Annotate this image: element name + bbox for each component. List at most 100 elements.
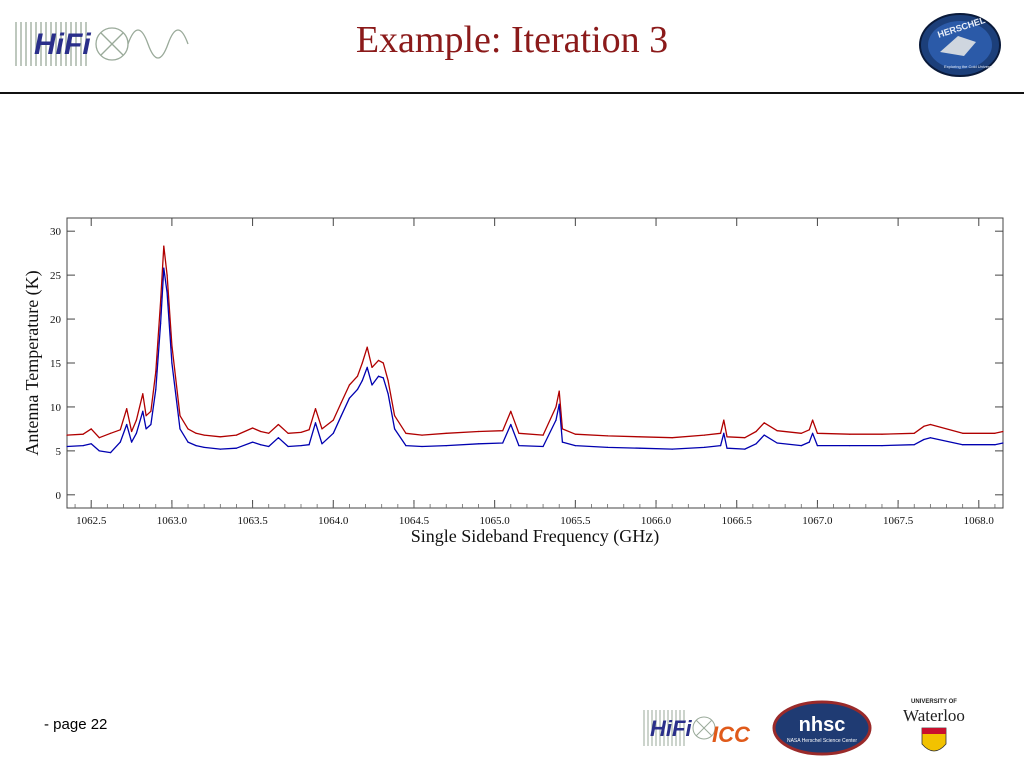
data-point — [929, 437, 932, 439]
data-point — [542, 434, 544, 436]
x-axis-label: Single Sideband Frequency (GHz) — [411, 526, 659, 547]
data-point — [203, 434, 205, 436]
data-point — [308, 444, 310, 446]
hifi-logo-text: HiFi — [34, 28, 91, 61]
data-point — [913, 444, 915, 446]
x-tick-label: 1064.0 — [318, 515, 349, 527]
x-tick-label: 1066.5 — [722, 515, 753, 527]
data-point — [555, 419, 557, 421]
data-point — [723, 432, 725, 434]
data-point — [394, 428, 396, 430]
data-point — [145, 415, 147, 417]
data-point — [98, 450, 100, 452]
data-point — [82, 433, 84, 435]
x-tick-label: 1068.0 — [964, 515, 995, 527]
data-point — [377, 375, 380, 377]
data-point — [166, 292, 168, 294]
data-point — [252, 427, 254, 429]
data-point — [366, 366, 368, 368]
series-line-red — [66, 245, 1004, 439]
data-point — [808, 429, 810, 431]
data-point — [268, 432, 270, 434]
data-point — [287, 432, 289, 434]
data-point — [160, 300, 162, 303]
data-point — [881, 433, 883, 435]
data-point — [260, 430, 262, 433]
data-point — [382, 377, 384, 379]
data-point — [332, 432, 334, 434]
data-point — [421, 445, 423, 448]
data-point — [150, 410, 152, 412]
data-point — [361, 380, 363, 382]
data-point — [812, 419, 814, 421]
data-point — [66, 434, 68, 436]
data-point — [195, 432, 197, 434]
data-point — [849, 445, 851, 447]
data-point — [726, 436, 728, 438]
data-point — [923, 438, 925, 441]
series-layer — [66, 245, 1004, 454]
data-point — [314, 408, 317, 410]
data-point — [558, 390, 560, 392]
data-point — [371, 384, 373, 386]
data-point — [703, 434, 706, 436]
data-point — [135, 432, 137, 434]
data-point — [187, 428, 189, 430]
data-point — [119, 441, 121, 443]
data-point — [1002, 442, 1004, 444]
herschel-badge-logo: HERSCHEL Exploring the Cold Universe — [919, 13, 1001, 77]
data-point — [314, 422, 317, 424]
data-point — [923, 425, 925, 427]
data-point — [340, 401, 342, 404]
data-point — [366, 346, 368, 348]
data-point — [542, 445, 544, 448]
data-point — [800, 432, 802, 434]
waterloo-logo: UNIVERSITY OF Waterloo — [903, 699, 965, 752]
data-point — [82, 445, 84, 447]
data-point — [394, 415, 396, 417]
y-tick-label: 0 — [56, 490, 62, 502]
data-point — [163, 267, 165, 269]
data-point — [561, 428, 564, 430]
data-point — [755, 443, 757, 445]
data-point — [477, 430, 480, 433]
data-point — [300, 445, 302, 447]
y-axis-label: Antenna Temperature (K) — [22, 270, 43, 455]
data-point — [160, 322, 162, 325]
data-point — [66, 445, 68, 448]
data-point — [574, 445, 576, 447]
data-point — [510, 410, 512, 412]
data-point — [776, 442, 778, 444]
x-axis-ticks: 1062.5 1063.0 1063.5 1064.0 1064.5 1065.0 1065… — [74, 218, 996, 527]
slide-title: Example: Iteration 3 — [355, 19, 669, 61]
data-point — [671, 448, 673, 450]
data-point — [203, 446, 205, 448]
y-axis-ticks: 0 5 10 15 20 25 30 — [50, 226, 1003, 502]
svg-text:NASA Herschel Science Center: NASA Herschel Science Center — [787, 738, 857, 744]
data-point — [816, 432, 819, 434]
data-point — [155, 388, 157, 390]
data-point — [994, 432, 996, 434]
data-point — [477, 443, 480, 445]
data-point — [235, 434, 237, 436]
data-point — [187, 441, 189, 443]
data-point — [287, 445, 289, 448]
svg-text:UNIVERSITY OF: UNIVERSITY OF — [911, 699, 957, 705]
x-tick-label: 1065.5 — [560, 515, 591, 527]
svg-text:Exploring the Cold Universe: Exploring the Cold Universe — [944, 64, 994, 69]
data-point — [518, 445, 520, 447]
data-point — [510, 423, 512, 426]
data-point — [179, 428, 181, 430]
data-point — [962, 432, 964, 434]
series-line-blue — [66, 267, 1004, 454]
data-point — [445, 445, 447, 447]
x-tick-label: 1066.0 — [641, 515, 672, 527]
data-point — [607, 446, 609, 448]
y-tick-label: 30 — [50, 226, 62, 238]
data-point — [816, 445, 819, 447]
x-tick-label: 1067.5 — [883, 515, 914, 527]
data-point — [962, 444, 964, 446]
data-point — [131, 430, 133, 433]
data-point — [179, 415, 181, 417]
data-point — [348, 384, 350, 386]
